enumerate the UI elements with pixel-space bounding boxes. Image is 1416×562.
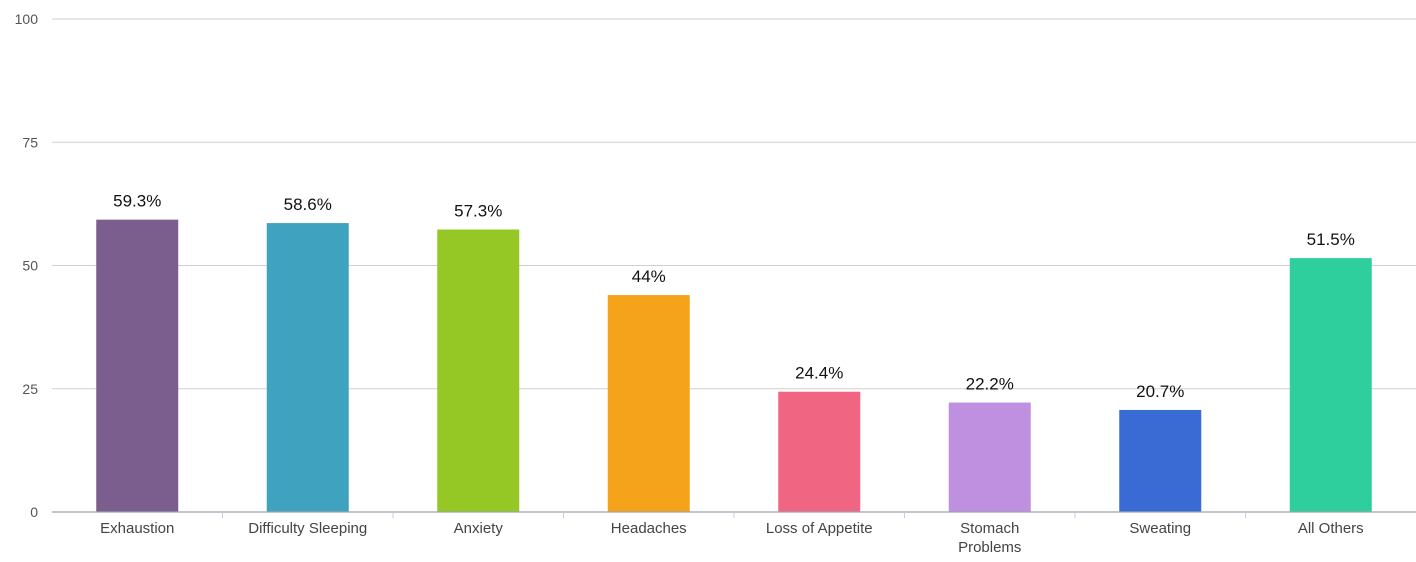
x-tick-label: All Others [1298, 520, 1364, 537]
x-tick-label-line: Anxiety [454, 520, 504, 537]
data-label: 51.5% [1307, 230, 1355, 249]
data-label: 20.7% [1136, 382, 1184, 401]
x-tick-label: Exhaustion [100, 520, 174, 537]
x-tick-label-line: All Others [1298, 520, 1364, 537]
x-tick-label: Difficulty Sleeping [248, 520, 367, 537]
y-tick-label: 25 [22, 381, 38, 397]
bar [1119, 409, 1202, 512]
x-tick-label-line: Stomach [960, 520, 1019, 537]
x-tick-label: Anxiety [454, 520, 504, 537]
x-tick-label-line: Exhaustion [100, 520, 174, 537]
bar [266, 223, 349, 513]
data-label: 44% [632, 267, 666, 286]
y-axis-ticks: 0 25 50 75 100 [15, 11, 39, 520]
x-tick-label-line: Difficulty Sleeping [248, 520, 367, 537]
x-tick-label: Loss of Appetite [766, 520, 873, 537]
data-label: 58.6% [284, 195, 332, 214]
data-labels: 59.3% 58.6% 57.3% 44% 24.4% 22.2% 20.7% 51.5% [113, 192, 1355, 401]
x-axis-ticks: Exhaustion Difficulty Sleeping Anxiety Head… [100, 520, 1364, 556]
x-tick-label-line: Headaches [611, 520, 687, 537]
x-tick-label: Sweating [1129, 520, 1191, 537]
bars [96, 219, 1372, 513]
data-label: 57.3% [454, 202, 502, 221]
x-tick-label-line: Loss of Appetite [766, 520, 873, 537]
data-label: 59.3% [113, 192, 161, 211]
x-tick-label-line: Problems [958, 539, 1021, 556]
x-axis [52, 511, 1416, 518]
bar [437, 229, 520, 513]
data-label: 24.4% [795, 364, 843, 383]
bar [96, 219, 179, 512]
x-tick-label: Headaches [611, 520, 687, 537]
y-tick-label: 50 [22, 258, 38, 274]
gridlines [52, 18, 1416, 390]
y-tick-label: 0 [30, 504, 38, 520]
bar [948, 402, 1031, 512]
data-label: 22.2% [966, 375, 1014, 394]
bar [607, 295, 690, 512]
bar [1289, 258, 1372, 512]
bar [778, 391, 861, 512]
x-tick-label-line: Sweating [1129, 520, 1191, 537]
y-tick-label: 75 [22, 134, 38, 150]
x-tick-label: Stomach Problems [958, 520, 1021, 556]
y-tick-label: 100 [15, 11, 39, 27]
